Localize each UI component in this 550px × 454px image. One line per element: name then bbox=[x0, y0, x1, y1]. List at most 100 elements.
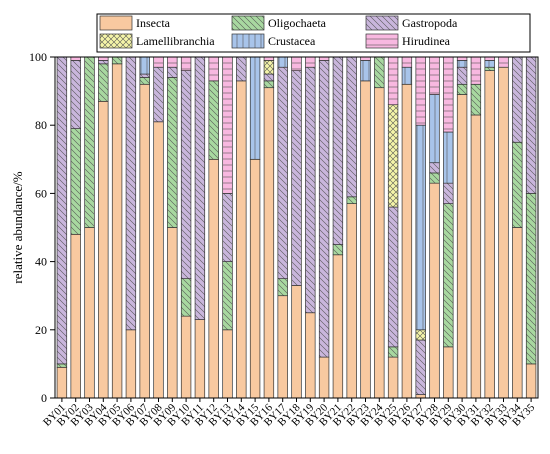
bar-segment-BY20-insecta bbox=[318, 356, 330, 399]
bar-segment-BY28-insecta bbox=[429, 182, 440, 399]
bar-segment-BY07-oligochaeta bbox=[139, 77, 150, 85]
bar-segment-BY09-hirudinea bbox=[167, 56, 178, 68]
bar-segment-BY35-oligochaeta bbox=[525, 193, 537, 365]
y-tick-label: 100 bbox=[29, 50, 47, 64]
bar-segment-BY28-crustacea bbox=[429, 94, 440, 164]
y-tick-label: 80 bbox=[35, 118, 47, 132]
bar-segment-BY34-oligochaeta bbox=[512, 141, 523, 228]
bar-segment-BY09-insecta bbox=[167, 227, 178, 399]
bar-segment-BY19-gastropoda bbox=[305, 66, 316, 314]
bar-segment-BY26-hirudinea bbox=[401, 56, 413, 68]
bar-segment-BY13-oligochaeta bbox=[222, 261, 233, 331]
legend-label-insecta: Insecta bbox=[136, 16, 171, 30]
bar-segment-BY07-insecta bbox=[139, 83, 150, 399]
bar-segment-BY35-gastropoda bbox=[525, 56, 537, 194]
bar-segment-BY27-hirudinea bbox=[415, 56, 426, 126]
bars-layer bbox=[56, 56, 537, 399]
bar-segment-BY34-gastropoda bbox=[512, 56, 523, 143]
bar-segment-BY13-insecta bbox=[222, 329, 233, 399]
legend-label-gastropoda: Gastropoda bbox=[402, 16, 458, 30]
bar-segment-BY01-gastropoda bbox=[56, 56, 68, 365]
bar-segment-BY17-gastropoda bbox=[277, 66, 288, 280]
bar-segment-BY23-crustacea bbox=[360, 60, 371, 82]
bar-segment-BY32-oligochaeta bbox=[484, 66, 495, 71]
bar-segment-BY35-insecta bbox=[525, 363, 537, 399]
bar-segment-BY30-gastropoda bbox=[456, 66, 468, 85]
bar-segment-BY07-gastropoda bbox=[139, 73, 150, 78]
bar-segment-BY29-insecta bbox=[443, 346, 454, 399]
bar-segment-BY19-insecta bbox=[305, 312, 316, 399]
bar-segment-BY16-oligochaeta bbox=[263, 80, 275, 89]
bar-segment-BY03-oligochaeta bbox=[84, 56, 95, 228]
bar-segment-BY23-hirudinea bbox=[360, 56, 371, 61]
bar-segment-BY16-gastropoda bbox=[263, 73, 275, 82]
bar-segment-BY14-insecta bbox=[236, 80, 247, 399]
bar-segment-BY25-gastropoda bbox=[387, 206, 399, 348]
bar-segment-BY04-hirudinea bbox=[98, 56, 109, 61]
bar-segment-BY16-lamellibranchia bbox=[263, 60, 275, 75]
bar-segment-BY20-gastropoda bbox=[318, 60, 330, 358]
bar-segment-BY04-gastropoda bbox=[98, 60, 109, 65]
legend-swatch-insecta bbox=[99, 15, 133, 31]
bar-segment-BY01-oligochaeta bbox=[56, 363, 68, 368]
bar-segment-BY22-gastropoda bbox=[346, 56, 357, 198]
y-tick-label: 40 bbox=[35, 255, 47, 269]
bar-segment-BY29-gastropoda bbox=[443, 182, 454, 204]
legend-swatch-hirudinea bbox=[365, 33, 399, 49]
bar-segment-BY28-gastropoda bbox=[429, 162, 440, 174]
bar-segment-BY12-insecta bbox=[208, 158, 219, 399]
bar-segment-BY04-insecta bbox=[98, 100, 109, 399]
bar-segment-BY34-insecta bbox=[512, 227, 523, 399]
bar-segment-BY25-lamellibranchia bbox=[387, 104, 399, 208]
bar-segment-BY09-gastropoda bbox=[167, 66, 178, 78]
bar-segment-BY08-hirudinea bbox=[153, 56, 164, 68]
bar-segment-BY16-insecta bbox=[263, 87, 275, 399]
bar-segment-BY18-hirudinea bbox=[291, 56, 302, 71]
bar-segment-BY30-crustacea bbox=[456, 60, 468, 68]
bar-segment-BY13-gastropoda bbox=[222, 193, 233, 262]
bar-segment-BY21-gastropoda bbox=[332, 56, 344, 245]
bar-segment-BY32-hirudinea bbox=[484, 56, 495, 61]
bar-segment-BY26-crustacea bbox=[401, 66, 413, 85]
bar-segment-BY18-insecta bbox=[291, 285, 302, 399]
legend-label-hirudinea: Hirudinea bbox=[402, 34, 451, 48]
bar-segment-BY15-insecta bbox=[249, 158, 261, 399]
legend: Insecta Oligochaeta Gastropoda Lamellibranc… bbox=[96, 13, 531, 53]
bar-segment-BY01-insecta bbox=[56, 366, 68, 399]
bar-segment-BY22-insecta bbox=[346, 203, 357, 399]
bar-segment-BY08-insecta bbox=[153, 121, 164, 399]
bar-segment-BY30-insecta bbox=[456, 94, 468, 399]
legend-swatch-gastropoda bbox=[365, 15, 399, 31]
legend-label-lamellibranchia: Lamellibranchia bbox=[136, 34, 215, 48]
bar-segment-BY07-crustacea bbox=[139, 56, 150, 75]
bar-segment-BY02-hirudinea bbox=[70, 56, 81, 61]
bar-segment-BY27-crustacea bbox=[415, 124, 426, 331]
bar-segment-BY22-oligochaeta bbox=[346, 196, 357, 204]
bar-segment-BY10-oligochaeta bbox=[180, 278, 192, 317]
bar-segment-BY16-hirudinea bbox=[263, 56, 275, 61]
bar-segment-BY14-gastropoda bbox=[236, 56, 247, 82]
legend-box bbox=[96, 13, 531, 53]
legend-swatch-oligochaeta bbox=[231, 15, 265, 31]
bar-segment-BY31-oligochaeta bbox=[470, 83, 482, 116]
bar-segment-BY08-gastropoda bbox=[153, 66, 164, 123]
bar-segment-BY29-hirudinea bbox=[443, 56, 454, 133]
bar-segment-BY18-gastropoda bbox=[291, 70, 302, 286]
bar-segment-BY21-insecta bbox=[332, 254, 344, 399]
bar-segment-BY23-insecta bbox=[360, 80, 371, 399]
bar-segment-BY28-oligochaeta bbox=[429, 172, 440, 184]
bar-segment-BY10-gastropoda bbox=[180, 70, 192, 279]
legend-label-crustacea: Crustacea bbox=[268, 34, 316, 48]
bar-segment-BY02-insecta bbox=[70, 233, 81, 399]
bar-segment-BY11-insecta bbox=[194, 319, 206, 399]
bar-segment-BY31-insecta bbox=[470, 114, 482, 399]
y-tick-label: 20 bbox=[35, 323, 47, 337]
bar-segment-BY05-insecta bbox=[111, 63, 123, 399]
bar-segment-BY12-hirudinea bbox=[208, 56, 219, 82]
bar-segment-BY25-insecta bbox=[387, 356, 399, 399]
y-tick-label: 0 bbox=[41, 391, 47, 405]
bar-segment-BY28-hirudinea bbox=[429, 56, 440, 95]
bar-segment-BY12-oligochaeta bbox=[208, 80, 219, 160]
bar-segment-BY17-oligochaeta bbox=[277, 278, 288, 297]
